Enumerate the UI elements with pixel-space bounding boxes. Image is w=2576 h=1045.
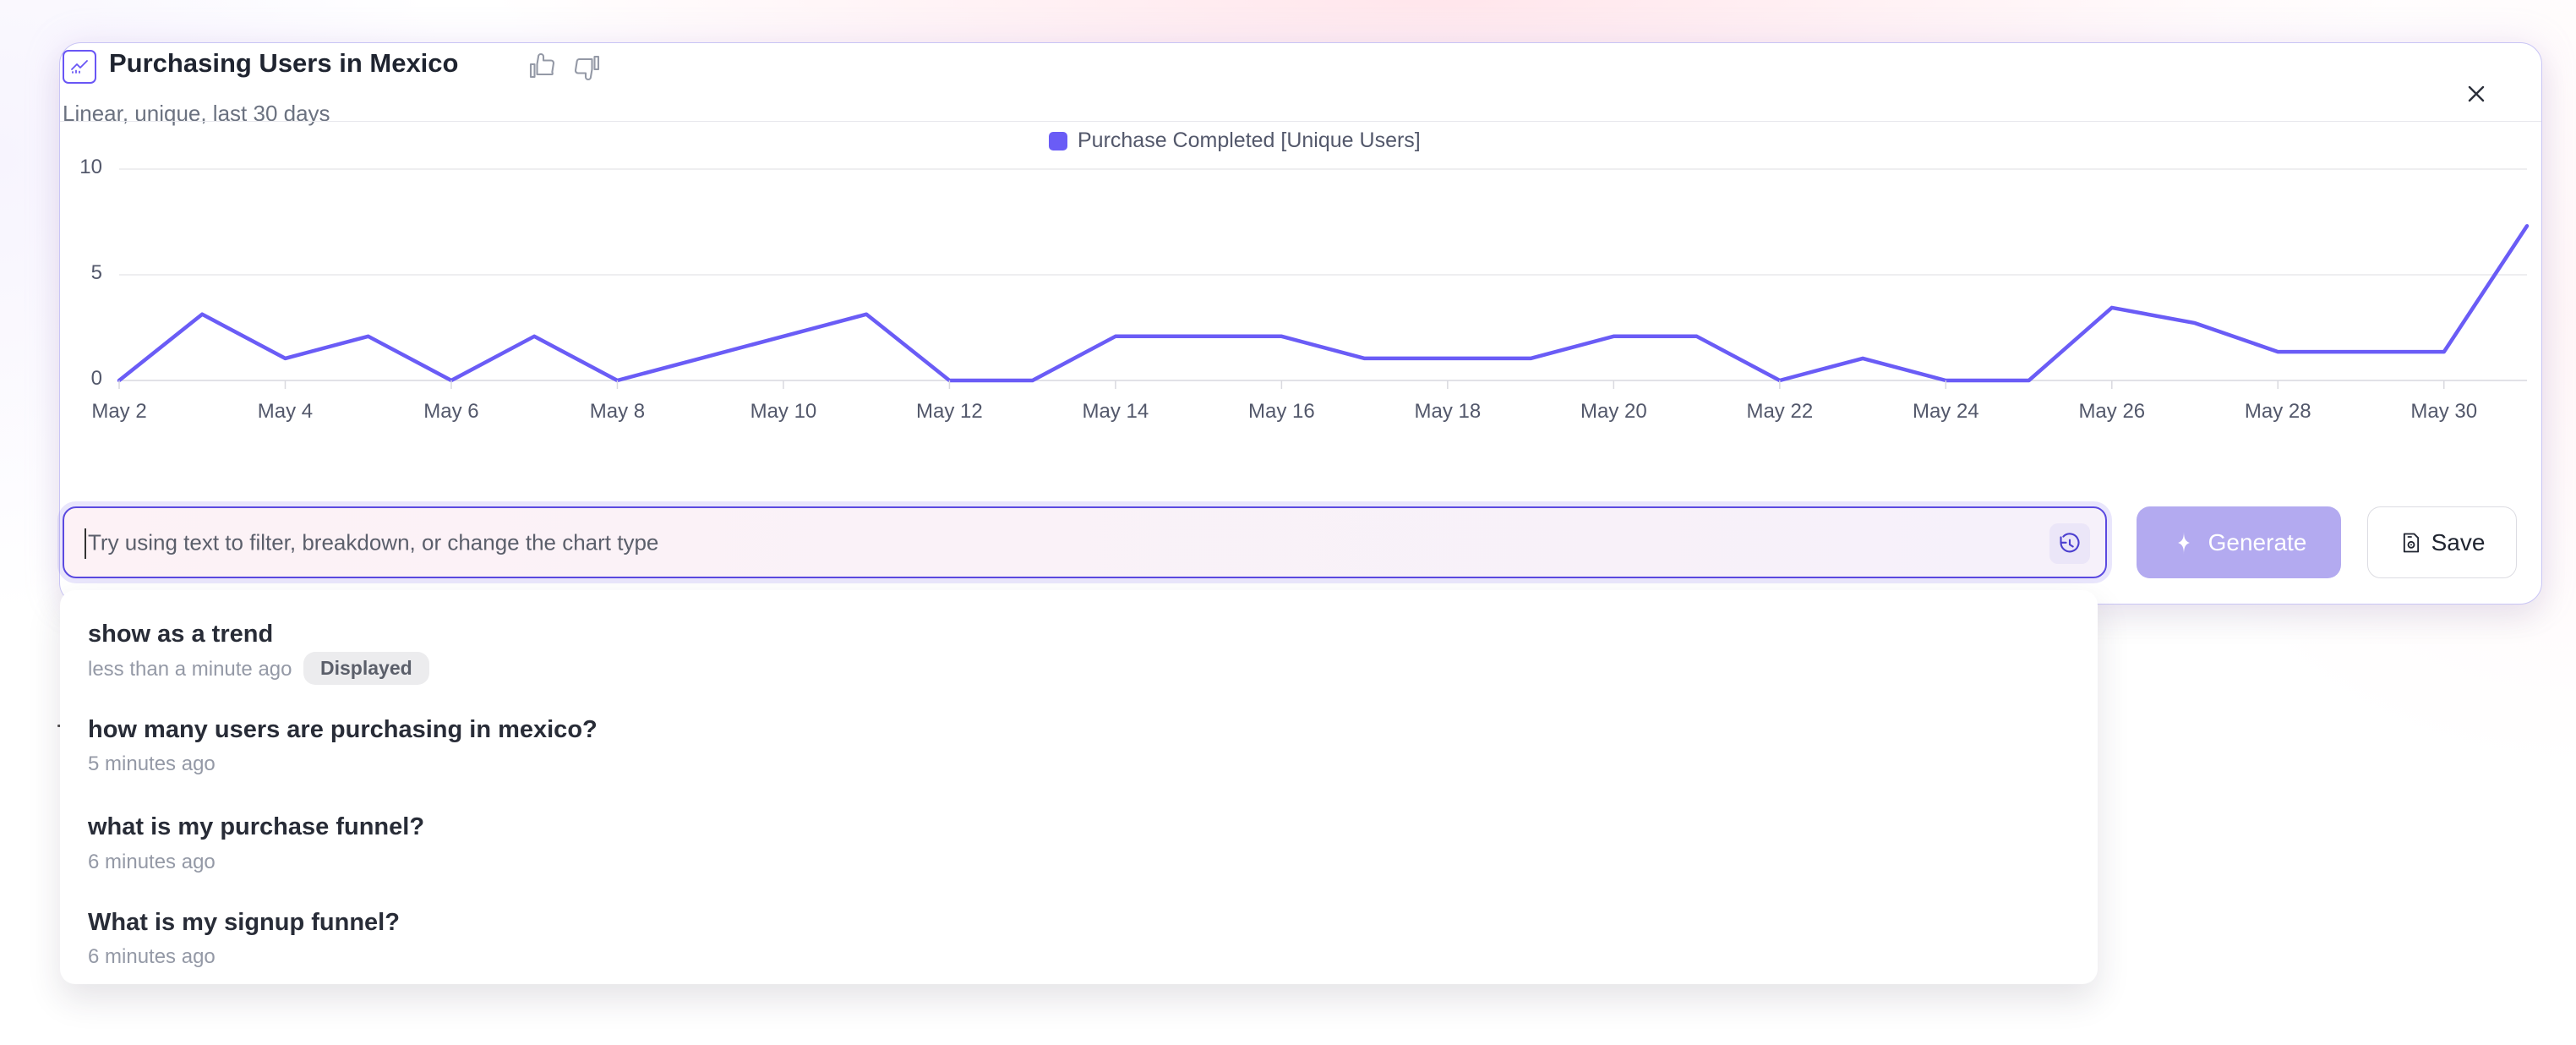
svg-text:May 8: May 8 — [590, 400, 645, 423]
svg-text:10: 10 — [79, 156, 102, 178]
svg-text:May 4: May 4 — [258, 400, 313, 423]
svg-text:May 22: May 22 — [1746, 400, 1813, 423]
svg-text:May 12: May 12 — [916, 400, 983, 423]
svg-text:5: 5 — [91, 261, 102, 284]
svg-text:May 30: May 30 — [2410, 400, 2477, 423]
svg-text:0: 0 — [91, 367, 102, 390]
svg-text:May 2: May 2 — [91, 400, 146, 423]
svg-text:May 26: May 26 — [2078, 400, 2145, 423]
svg-text:May 20: May 20 — [1580, 400, 1647, 423]
svg-text:May 6: May 6 — [423, 400, 478, 423]
svg-text:May 10: May 10 — [750, 400, 817, 423]
svg-text:May 24: May 24 — [1913, 400, 1979, 423]
svg-text:May 18: May 18 — [1415, 400, 1482, 423]
svg-text:May 28: May 28 — [2245, 400, 2311, 423]
svg-text:May 16: May 16 — [1248, 400, 1315, 423]
svg-text:May 14: May 14 — [1083, 400, 1149, 423]
